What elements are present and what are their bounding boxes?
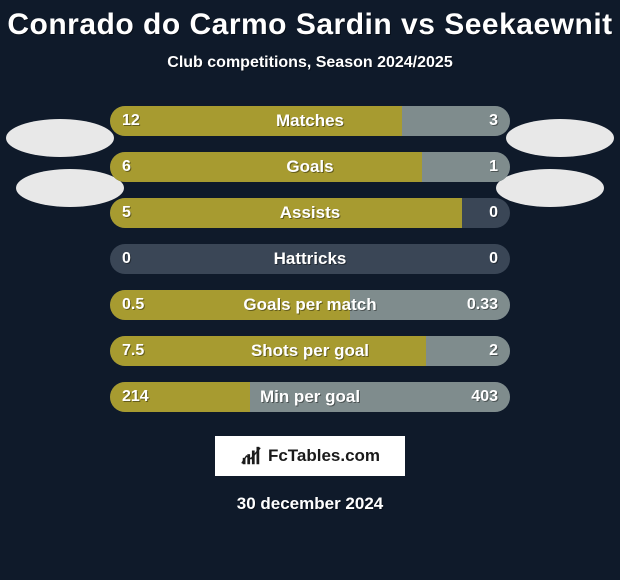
stat-bar — [110, 152, 510, 182]
stat-row: Assists50 — [0, 192, 620, 238]
stat-row: Goals61 — [0, 146, 620, 192]
chart-icon — [240, 445, 262, 467]
stat-bar-right — [426, 336, 510, 366]
stat-bar-left — [110, 198, 462, 228]
page-title: Conrado do Carmo Sardin vs Seekaewnit — [0, 8, 620, 42]
stat-bar-right — [402, 106, 510, 136]
stat-bar — [110, 382, 510, 412]
stat-row: Matches123 — [0, 100, 620, 146]
stat-bar — [110, 290, 510, 320]
stat-bar-left — [110, 382, 250, 412]
stat-bar-left — [110, 106, 402, 136]
stat-bar-left — [110, 152, 422, 182]
brand-box[interactable]: FcTables.com — [215, 436, 405, 476]
stat-bar-left — [110, 336, 426, 366]
stat-bar-left — [110, 290, 350, 320]
stat-bar-right — [350, 290, 510, 320]
subtitle: Club competitions, Season 2024/2025 — [0, 54, 620, 72]
stat-bar-right — [250, 382, 510, 412]
stat-bar — [110, 198, 510, 228]
stat-bar — [110, 336, 510, 366]
stat-bar — [110, 106, 510, 136]
stat-row: Min per goal214403 — [0, 376, 620, 422]
comparison-card: Conrado do Carmo Sardin vs Seekaewnit Cl… — [0, 0, 620, 580]
stat-bar — [110, 244, 510, 274]
stat-row: Goals per match0.50.33 — [0, 284, 620, 330]
date-label: 30 december 2024 — [0, 494, 620, 514]
stat-rows: Matches123Goals61Assists50Hattricks00Goa… — [0, 100, 620, 422]
stat-bar-right — [422, 152, 510, 182]
stat-row: Shots per goal7.52 — [0, 330, 620, 376]
brand-label: FcTables.com — [268, 446, 380, 466]
stat-row: Hattricks00 — [0, 238, 620, 284]
